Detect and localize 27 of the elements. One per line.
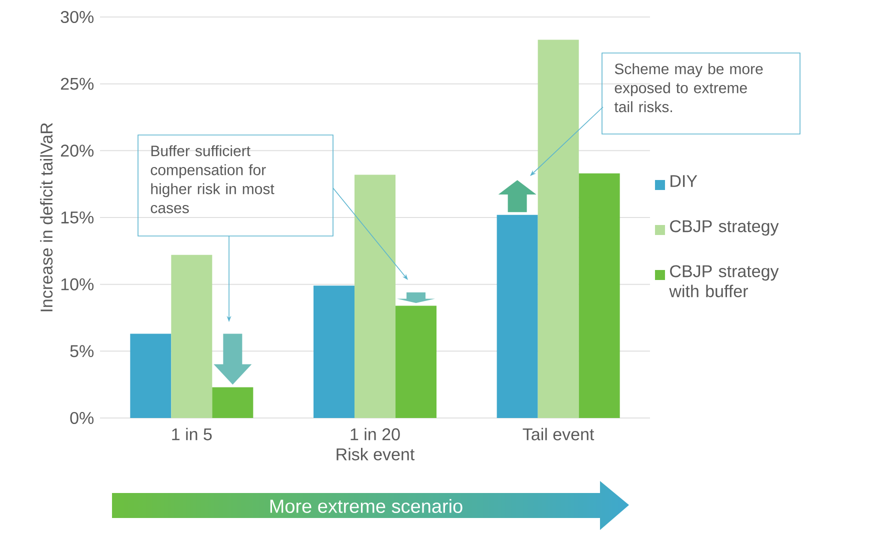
y-tick-label: 10% xyxy=(61,278,94,290)
y-tick-label: 0% xyxy=(70,412,94,424)
y-tick-label: 20% xyxy=(60,144,94,157)
text: More extreme scenario xyxy=(270,499,462,513)
bar xyxy=(314,286,355,418)
legend-label: CBJP strategy with buffer xyxy=(669,265,779,298)
y-tick-label: 5% xyxy=(70,345,94,358)
bar xyxy=(171,254,212,418)
bar xyxy=(396,306,437,418)
bar xyxy=(212,387,254,418)
y-tick-label: 25% xyxy=(60,78,94,90)
x-tick-label: 1 in 20 xyxy=(350,428,400,440)
annotation: Buffer sufficiert compensation for higher risk in most cases xyxy=(150,145,274,214)
bar xyxy=(496,214,538,418)
annotation: Scheme may be more exposed to extreme tail risks. xyxy=(614,63,763,112)
bar xyxy=(538,40,579,418)
y-axis-title: Increase in deficit tailVaR xyxy=(40,123,53,312)
bar xyxy=(354,174,396,418)
bar xyxy=(578,173,620,418)
y-tick-label: 30% xyxy=(60,10,94,24)
y-tick-label: 15% xyxy=(61,212,94,224)
bar xyxy=(130,334,172,418)
x-tick-label: Tail event xyxy=(522,428,594,440)
legend-label: DIY xyxy=(670,175,698,187)
legend-label: CBJP strategy xyxy=(670,220,779,236)
x-axis-title: Risk event xyxy=(336,448,415,460)
x-tick-label: 1 in 5 xyxy=(172,428,212,440)
